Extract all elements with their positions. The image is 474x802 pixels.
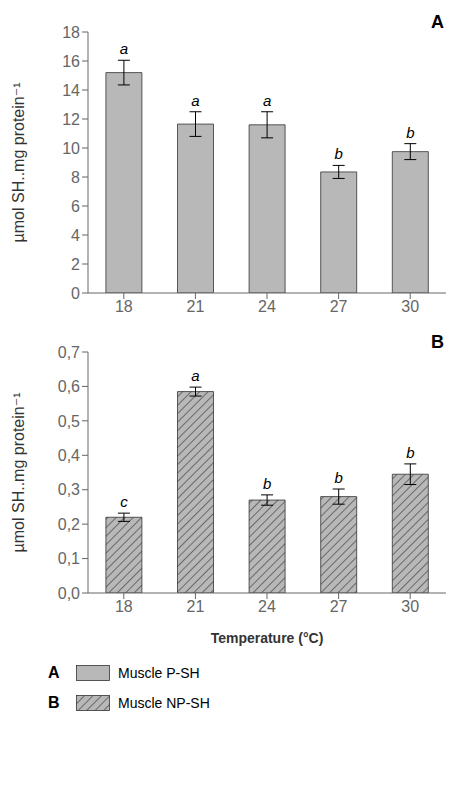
html-text:Muscle P-SH: Muscle P-SH <box>118 665 200 681</box>
svg-text:0,3: 0,3 <box>58 481 80 498</box>
svg-text:6: 6 <box>71 198 80 215</box>
svg-text:0,6: 0,6 <box>58 378 80 395</box>
svg-text:a: a <box>191 367 199 384</box>
svg-text:18: 18 <box>62 24 80 41</box>
svg-text:c: c <box>120 493 128 510</box>
svg-text:24: 24 <box>258 598 276 615</box>
svg-text:b: b <box>263 475 271 492</box>
svg-text:a: a <box>191 92 199 109</box>
svg-text:16: 16 <box>62 53 80 70</box>
svg-text:27: 27 <box>330 598 348 615</box>
svg-text:0,7: 0,7 <box>58 344 80 361</box>
svg-text:27: 27 <box>330 298 348 315</box>
svg-text:10: 10 <box>62 140 80 157</box>
svg-text:0,5: 0,5 <box>58 413 80 430</box>
svg-text:2: 2 <box>71 256 80 273</box>
svg-text:0,0: 0,0 <box>58 585 80 602</box>
svg-text:4: 4 <box>71 227 80 244</box>
html-text:B: B <box>431 332 444 352</box>
svg-text:a: a <box>263 92 271 109</box>
svg-text:30: 30 <box>401 598 419 615</box>
svg-text:0,1: 0,1 <box>58 550 80 567</box>
svg-text:b: b <box>406 444 414 461</box>
svg-text:30: 30 <box>401 298 419 315</box>
svg-text:18: 18 <box>115 598 133 615</box>
svg-text:µmol SH..mg protein⁻¹: µmol SH..mg protein⁻¹ <box>10 393 27 553</box>
svg-text:0,2: 0,2 <box>58 516 80 533</box>
svg-text:0: 0 <box>71 285 80 302</box>
svg-text:14: 14 <box>62 82 80 99</box>
svg-text:µmol SH..mg protein⁻¹: µmol SH..mg protein⁻¹ <box>10 83 27 243</box>
svg-text:18: 18 <box>115 298 133 315</box>
svg-text:12: 12 <box>62 111 80 128</box>
svg-text:b: b <box>335 145 343 162</box>
svg-text:24: 24 <box>258 298 276 315</box>
svg-text:21: 21 <box>187 598 205 615</box>
html-text:Muscle NP-SH: Muscle NP-SH <box>118 695 210 711</box>
svg-text:0,4: 0,4 <box>58 447 80 464</box>
svg-text:b: b <box>406 124 414 141</box>
svg-text:21: 21 <box>187 298 205 315</box>
svg-text:Temperature (°C): Temperature (°C) <box>211 630 324 646</box>
html-text:A: A <box>431 12 444 32</box>
svg-text:8: 8 <box>71 169 80 186</box>
html-text:A: A <box>48 664 60 681</box>
html-text:B: B <box>48 694 60 711</box>
svg-text:b: b <box>335 469 343 486</box>
svg-text:a: a <box>120 40 128 57</box>
